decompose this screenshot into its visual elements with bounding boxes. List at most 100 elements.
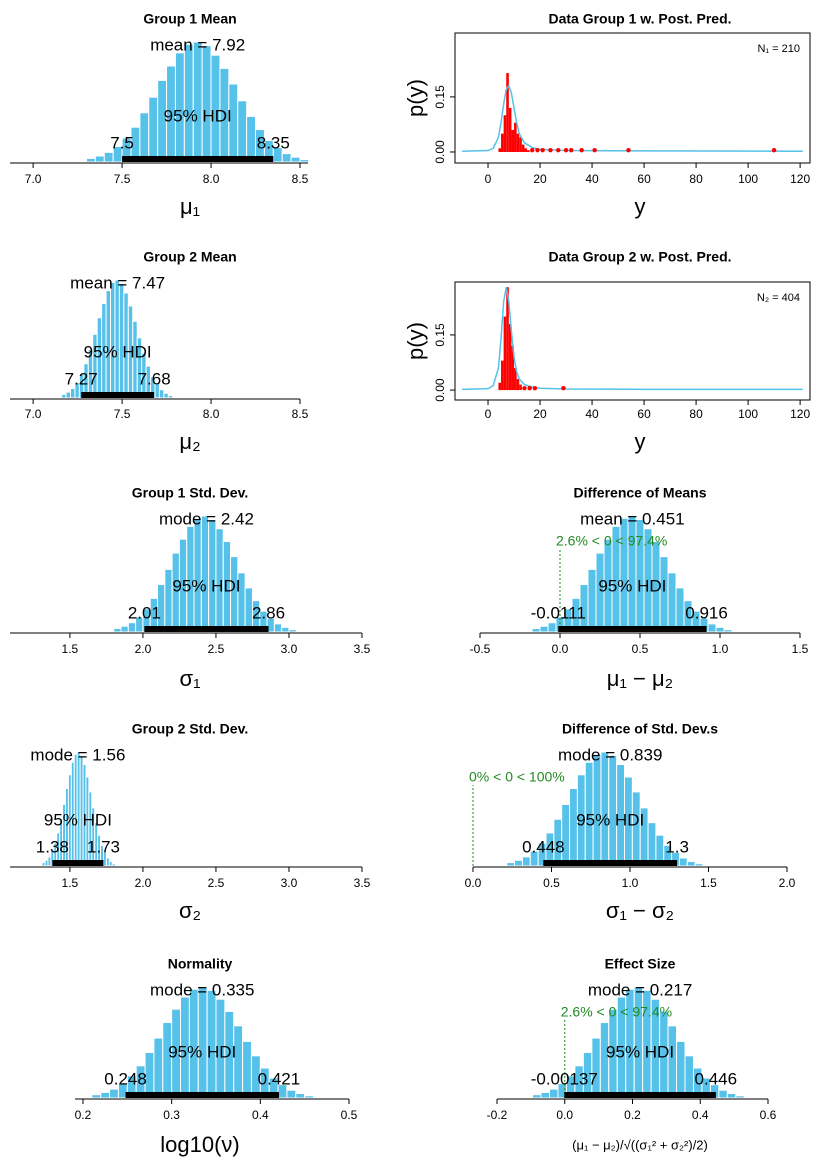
histogram-bar [86,157,96,163]
data-bar [508,107,512,152]
hdi-low-label: -0.0111 [531,603,586,622]
x-tick-label: 8.0 [203,407,220,421]
hdi-low-label: 1.38 [36,837,69,856]
x-tick-label: 8.5 [292,407,309,421]
x-tick-label: 7.5 [114,172,131,186]
x-tick-label: 100 [738,407,758,421]
data-point [527,386,532,391]
hdi-high-label: 0.421 [258,1069,301,1088]
center-label: mode = 1.56 [30,745,125,764]
histogram-bar [111,863,116,867]
sample-size-label: N₁ = 210 [757,43,800,55]
y-tick-label: 0.00 [433,140,447,164]
data-point [771,147,777,153]
histogram-bar [246,115,257,163]
x-tick-label: 1.5 [62,642,79,656]
x-tick-label: 1.5 [792,642,809,656]
data-bar [527,150,530,152]
y-axis-label: p(y) [403,322,428,360]
center-label: mean = 7.92 [150,35,245,54]
x-tick-label: 0.6 [760,1108,777,1122]
histogram-bar [299,159,310,163]
histogram-bar [158,389,165,399]
histogram-bar [539,625,549,633]
x-tick-label: 80 [689,407,703,421]
x-tick-label: 60 [637,407,651,421]
histogram-bar [192,41,203,163]
x-tick-label: 2.0 [135,876,152,890]
histogram-bar [110,281,116,399]
x-tick-label: 20 [533,407,547,421]
x-tick-label: 0.5 [543,876,560,890]
comparison-label: 2.6% < 0 < 97.4% [556,533,667,549]
histogram-bar [587,568,597,633]
x-axis-label: y [635,429,646,454]
x-tick-label: 2.5 [208,876,225,890]
x-tick-label: 20 [533,172,547,186]
hdi-low-label: 0.248 [104,1069,147,1088]
panel-title: Data Group 2 w. Post. Pred. [548,249,731,265]
data-point [556,147,561,153]
hdi-low-label: 7.5 [110,133,134,152]
y-tick-label: 0.00 [433,378,447,402]
hdi-high-label: 0.446 [695,1069,738,1088]
x-tick-label: 1.0 [622,876,639,890]
x-tick-label: 120 [790,172,810,186]
panel-title: Difference of Means [573,485,706,501]
histogram-bar [647,822,657,867]
histogram-bar [667,572,677,633]
data-bar [519,384,522,391]
x-tick-label: 100 [738,172,758,186]
y-axis-label: p(y) [403,79,428,117]
x-tick-label: 0.3 [163,1108,180,1122]
histogram-bar [113,628,122,633]
x-tick-label: 0.0 [552,642,569,656]
histogram-bar [233,1025,244,1099]
histogram-bar [103,151,114,163]
histogram-bar [153,1037,164,1099]
x-tick-label: 80 [689,172,703,186]
hdi-high-label: 7.68 [138,369,171,388]
hdi-label: 95% HDI [576,810,644,829]
hdi-label: 95% HDI [44,810,112,829]
histogram-bar [591,1037,601,1099]
sample-size-label: N₂ = 404 [757,292,800,304]
y-tick-label: 0.15 [433,85,447,109]
x-tick-label: 2.5 [208,642,225,656]
plot-box [454,32,811,164]
histogram-bar [514,859,523,867]
data-bar [503,316,507,391]
x-axis-label: log10(ν) [160,1132,239,1157]
hdi-low-label: 0.448 [522,837,565,856]
x-tick-label: 40 [585,172,599,186]
comparison-label: 2.6% < 0 < 97.4% [561,1004,672,1020]
x-axis-label: μ₁ [180,194,200,219]
panel-title: Group 1 Mean [143,11,236,27]
data-bar [516,133,520,152]
x-tick-label: 60 [637,172,651,186]
histogram-bar [200,515,210,633]
histogram-bar [735,1095,745,1099]
data-bar [503,115,507,152]
data-point [530,147,535,153]
x-tick-label: 0.5 [632,642,649,656]
histogram-bar [109,1088,119,1099]
histogram-bar [273,623,283,633]
data-bar [511,129,515,152]
hdi-high-label: 2.86 [252,603,285,622]
histogram-bar [120,625,129,633]
panel-title: Normality [168,956,233,972]
x-tick-label: 2.0 [135,642,152,656]
x-axis-label: μ₁ − μ₂ [607,666,673,691]
x-tick-label: 0.0 [556,1108,573,1122]
x-tick-label: 0.2 [75,1108,92,1122]
histogram-bar [540,1091,551,1099]
hdi-label: 95% HDI [168,1042,236,1061]
x-axis-label: (μ₁ − μ₂)/√((σ₁² + σ₂²)/2) [572,1137,708,1152]
histogram-bar [281,626,290,633]
x-tick-label: 7.0 [25,407,42,421]
data-bar [514,122,517,152]
x-tick-label: 2.0 [779,876,796,890]
histogram-bar [164,568,173,633]
x-tick-label: 0.2 [624,1108,641,1122]
